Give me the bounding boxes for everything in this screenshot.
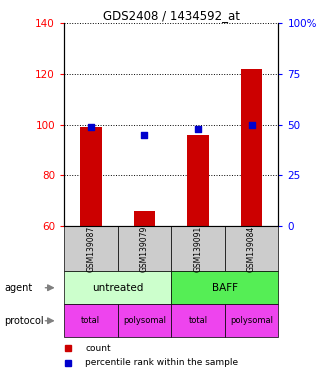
Text: polysomal: polysomal — [230, 316, 273, 325]
Text: agent: agent — [4, 283, 32, 293]
Text: polysomal: polysomal — [123, 316, 166, 325]
Point — [88, 124, 93, 130]
Point — [142, 132, 147, 138]
Point — [249, 121, 254, 127]
Text: GSM139079: GSM139079 — [140, 225, 149, 272]
Bar — [118, 304, 171, 337]
Bar — [134, 211, 155, 226]
Bar — [187, 135, 209, 226]
Title: GDS2408 / 1434592_at: GDS2408 / 1434592_at — [103, 9, 240, 22]
Text: total: total — [188, 316, 208, 325]
Point — [196, 126, 201, 132]
Bar — [241, 69, 262, 226]
Text: GSM139087: GSM139087 — [86, 225, 95, 272]
Bar — [118, 226, 171, 271]
Text: BAFF: BAFF — [212, 283, 238, 293]
Bar — [64, 271, 171, 304]
Text: GSM139084: GSM139084 — [247, 225, 256, 272]
Text: count: count — [85, 344, 111, 353]
Bar — [171, 226, 225, 271]
Text: total: total — [81, 316, 100, 325]
Text: percentile rank within the sample: percentile rank within the sample — [85, 358, 239, 367]
Bar — [171, 271, 278, 304]
Text: protocol: protocol — [4, 316, 44, 326]
Bar — [225, 304, 278, 337]
Bar — [225, 226, 278, 271]
Bar — [80, 127, 101, 226]
Bar — [171, 304, 225, 337]
Text: GSM139091: GSM139091 — [194, 225, 203, 272]
Bar — [64, 304, 118, 337]
Text: untreated: untreated — [92, 283, 143, 293]
Bar — [64, 226, 118, 271]
